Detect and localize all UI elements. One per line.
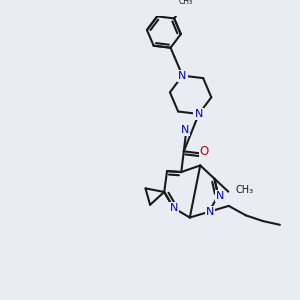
Text: N: N — [195, 109, 203, 119]
Text: N: N — [194, 109, 202, 119]
Text: N: N — [216, 191, 224, 201]
Text: CH₃: CH₃ — [236, 185, 254, 195]
Text: O: O — [200, 145, 209, 158]
Text: N: N — [206, 207, 214, 217]
Text: N: N — [181, 125, 190, 135]
Text: CH₃: CH₃ — [178, 0, 192, 6]
Text: N: N — [169, 203, 178, 213]
Text: N: N — [178, 70, 187, 81]
